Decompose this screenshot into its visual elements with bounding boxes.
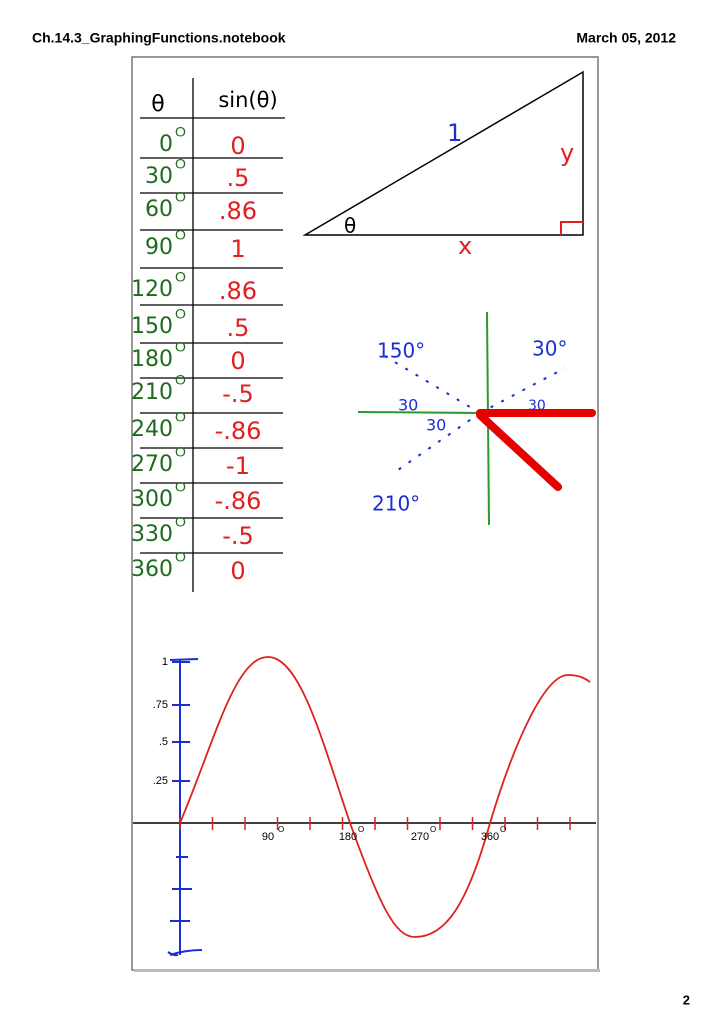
- angle-cell: 360: [131, 557, 173, 582]
- sine-cell: .86: [219, 277, 257, 305]
- angle-cell: 30: [145, 164, 173, 189]
- degree-mark: O: [175, 549, 186, 565]
- angle-note: 30°: [532, 337, 567, 361]
- ray: [397, 412, 481, 471]
- degree-mark: O: [175, 409, 186, 425]
- sine-cell: 0: [230, 347, 245, 375]
- degree-mark: O: [358, 825, 364, 834]
- sine-curve: [179, 656, 591, 938]
- table-header: θ: [151, 92, 164, 117]
- ray: [479, 367, 566, 414]
- angle-cell: 210: [131, 380, 173, 405]
- header-date: March 05, 2012: [576, 30, 676, 46]
- x-tick-label: 270: [411, 831, 429, 843]
- hypotenuse-label: 1: [447, 119, 462, 147]
- sine-cell: -.86: [215, 487, 262, 515]
- degree-mark: O: [175, 124, 186, 140]
- angle-cell: 330: [131, 522, 173, 547]
- degree-mark: O: [175, 444, 186, 460]
- sine-cell: .5: [227, 314, 250, 342]
- sine-cell: -.5: [222, 522, 254, 550]
- angle-cell: 240: [131, 417, 173, 442]
- degree-mark: O: [175, 479, 186, 495]
- angle-cell: 300: [131, 487, 173, 512]
- angle-note: 210°: [372, 492, 420, 516]
- triangle: 1 y x θ: [302, 70, 584, 260]
- degree-mark: O: [430, 825, 436, 834]
- y-tick-label: 1: [162, 656, 168, 668]
- page-number: 2: [683, 992, 690, 1007]
- angle-label: θ: [344, 214, 356, 238]
- x-tick-label: 180: [339, 831, 357, 843]
- angle-note: 30: [398, 396, 418, 415]
- page-frame: [131, 56, 599, 971]
- x-tick-label: 90: [262, 831, 274, 843]
- adjacent-label: x: [458, 232, 472, 260]
- right-angle: [560, 221, 583, 235]
- degree-mark: O: [500, 825, 506, 834]
- degree-mark: O: [175, 372, 186, 388]
- angle-cell: 270: [131, 452, 173, 477]
- sine-table: θ sin(θ) 0O030O.560O.8690O1120O.86150O.5…: [131, 78, 285, 592]
- angle-cell: 60: [145, 197, 173, 222]
- y-tick-label: .25: [153, 775, 168, 787]
- x-tick-label: 360: [481, 831, 499, 843]
- degree-mark: O: [175, 269, 186, 285]
- angle-cell: 120: [131, 277, 173, 302]
- angle-note: 30: [528, 398, 546, 414]
- sine-cell: -.5: [222, 380, 254, 408]
- angle-cell: 0: [159, 132, 173, 157]
- angle-note: 150°: [377, 339, 425, 363]
- degree-mark: O: [175, 306, 186, 322]
- degree-mark: O: [175, 156, 186, 172]
- opposite-label: y: [560, 139, 574, 167]
- table-header: sin(θ): [218, 88, 277, 112]
- angle-cell: 150: [131, 314, 173, 339]
- frame-shadow: [134, 969, 600, 972]
- unit-circle-sketch: 150° 30° 30 30 30 210°: [357, 311, 596, 526]
- axis-ends: [167, 658, 203, 957]
- angle-note: 30: [426, 416, 446, 435]
- triangle-shape: [302, 70, 584, 236]
- sine-cell: -1: [226, 452, 250, 480]
- degree-mark: O: [175, 189, 186, 205]
- sine-cell: .86: [219, 197, 257, 225]
- degree-mark: O: [278, 825, 284, 834]
- degree-mark: O: [175, 339, 186, 355]
- sine-cell: 0: [230, 557, 245, 585]
- degree-mark: O: [175, 227, 186, 243]
- y-tick-label: .5: [159, 736, 168, 748]
- sine-cell: .5: [227, 164, 250, 192]
- header-title: Ch.14.3_GraphingFunctions.notebook: [32, 30, 286, 46]
- angle-cell: 90: [145, 235, 173, 260]
- y-tick-label: .75: [153, 699, 168, 711]
- axis: [357, 411, 483, 414]
- sine-cell: 1: [230, 235, 245, 263]
- ray: [476, 411, 562, 491]
- degree-mark: O: [175, 514, 186, 530]
- neg-ticks: [170, 856, 192, 922]
- sine-cell: 0: [230, 132, 245, 160]
- sine-cell: -.86: [215, 417, 262, 445]
- angle-cell: 180: [131, 347, 173, 372]
